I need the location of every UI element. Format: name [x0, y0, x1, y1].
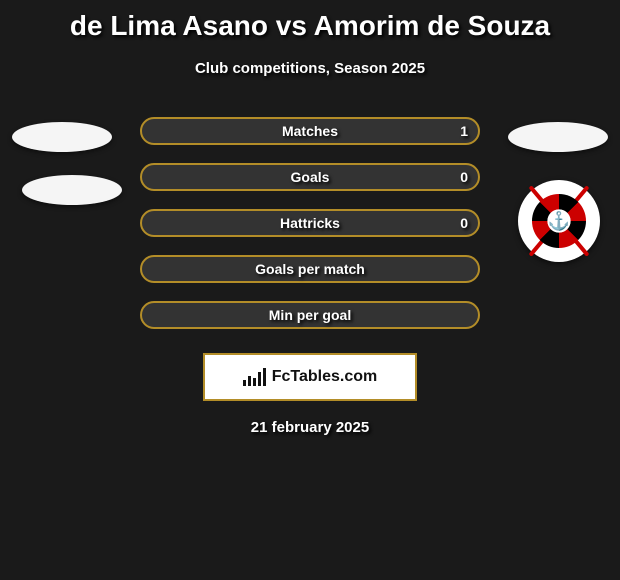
bars-icon: [243, 368, 266, 386]
club-crest: ⚓: [518, 180, 600, 262]
player-left-badge-1: [12, 122, 112, 152]
page-root: de Lima Asano vs Amorim de Souza Club co…: [0, 0, 620, 580]
stat-right-value: 1: [460, 123, 468, 139]
stat-row-min-per-goal: Min per goal: [140, 301, 480, 329]
stat-right-value: 0: [460, 215, 468, 231]
generated-date: 21 february 2025: [0, 419, 620, 436]
stat-label: Goals: [142, 169, 478, 185]
player-right-badge-1: [508, 122, 608, 152]
anchor-icon: ⚓: [532, 194, 586, 248]
page-title: de Lima Asano vs Amorim de Souza: [0, 0, 620, 42]
stat-right-value: 0: [460, 169, 468, 185]
fctables-logo-text: FcTables.com: [272, 368, 378, 386]
page-subtitle: Club competitions, Season 2025: [0, 60, 620, 77]
stat-label: Goals per match: [142, 261, 478, 277]
stat-label: Matches: [142, 123, 478, 139]
fctables-logo: FcTables.com: [203, 353, 417, 401]
stat-label: Hattricks: [142, 215, 478, 231]
stat-row-hattricks: Hattricks 0: [140, 209, 480, 237]
stat-label: Min per goal: [142, 307, 478, 323]
stat-row-goals-per-match: Goals per match: [140, 255, 480, 283]
stat-row-goals: Goals 0: [140, 163, 480, 191]
stat-row-matches: Matches 1: [140, 117, 480, 145]
player-left-badge-2: [22, 175, 122, 205]
